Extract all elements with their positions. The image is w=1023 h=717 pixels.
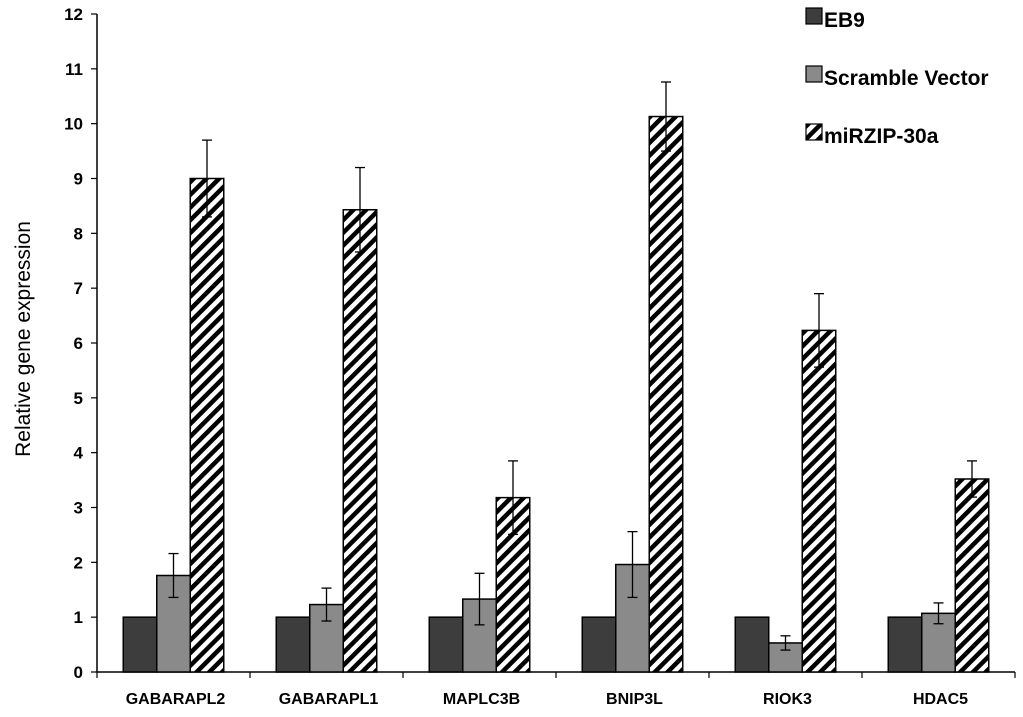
legend: EB9 Scramble Vector miRZIP-30a bbox=[805, 7, 989, 148]
bar-mirzip-30a-gabarapl2 bbox=[189, 177, 225, 673]
bar-mirzip-30a-gabarapl1 bbox=[342, 209, 378, 673]
x-tick-label-hdac5: HDAC5 bbox=[913, 691, 968, 708]
bar-scramble-vector-maplc3b bbox=[462, 598, 497, 673]
y-tick-label: 2 bbox=[74, 553, 83, 572]
y-tick-label: 0 bbox=[74, 663, 83, 682]
x-tick-label-riok3: RIOK3 bbox=[763, 691, 812, 708]
error-bars bbox=[168, 81, 977, 651]
legend-label-mirzip-30a: miRZIP-30a bbox=[824, 125, 939, 148]
y-tick-label: 9 bbox=[74, 170, 83, 189]
bar-eb9-riok3 bbox=[734, 616, 770, 673]
x-tick-label-maplc3b: MAPLC3B bbox=[443, 691, 520, 708]
y-tick-label: 6 bbox=[74, 334, 83, 353]
y-tick-label: 5 bbox=[74, 389, 83, 408]
y-axis-title: Relative gene expression bbox=[12, 221, 35, 457]
x-tick-label-gabarapl1: GABARAPL1 bbox=[279, 691, 379, 708]
y-tick-label: 8 bbox=[74, 224, 83, 243]
x-tick-label-gabarapl2: GABARAPL2 bbox=[126, 691, 226, 708]
legend-swatch-mirzip-30a bbox=[805, 123, 823, 141]
bar-eb9-gabarapl1 bbox=[275, 616, 311, 673]
y-tick-label: 11 bbox=[65, 60, 83, 79]
bar-mirzip-30a-riok3 bbox=[801, 329, 837, 673]
legend-label-eb9: EB9 bbox=[824, 9, 865, 32]
bar-eb9-bnip3l bbox=[581, 616, 617, 673]
y-tick-label: 3 bbox=[74, 499, 83, 518]
y-tick-label: 12 bbox=[64, 5, 83, 24]
bar-mirzip-30a-hdac5 bbox=[954, 478, 990, 673]
legend-swatch-eb9 bbox=[805, 7, 823, 25]
bar-mirzip-30a-bnip3l bbox=[648, 115, 684, 673]
y-tick-label: 7 bbox=[74, 279, 83, 298]
x-tick-label-bnip3l: BNIP3L bbox=[606, 691, 663, 708]
bar-eb9-maplc3b bbox=[428, 616, 464, 673]
legend-swatch-scramble-vector bbox=[805, 65, 823, 83]
legend-label-scramble-vector: Scramble Vector bbox=[824, 67, 989, 90]
bar-eb9-gabarapl2 bbox=[122, 616, 158, 673]
bars bbox=[122, 115, 990, 673]
y-tick-label: 4 bbox=[74, 444, 84, 463]
bar-eb9-hdac5 bbox=[887, 616, 923, 673]
x-axis: GABARAPL2 GABARAPL1 MAPLC3B BNIP3L RIOK3 HDAC… bbox=[96, 671, 1016, 708]
y-tick-label: 1 bbox=[74, 608, 83, 627]
y-tick-label: 10 bbox=[64, 115, 83, 134]
